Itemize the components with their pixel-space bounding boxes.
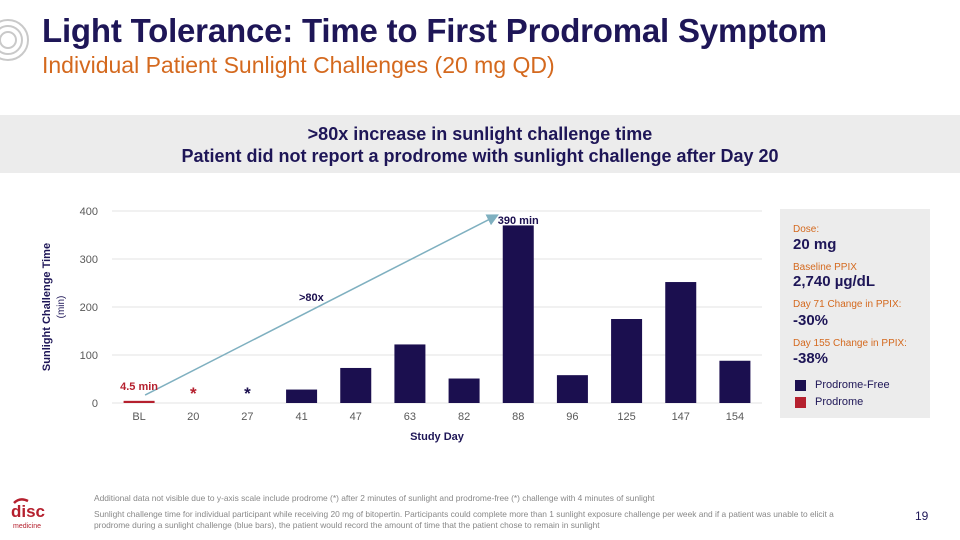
logo-tagline: medicine (13, 523, 41, 530)
increase-arrow (144, 214, 499, 396)
increase-label: >80x (299, 292, 325, 304)
x-tick-label: BL (132, 411, 145, 423)
legend-swatch-prodrome-free (795, 380, 806, 391)
y-tick-label: 300 (80, 254, 98, 266)
x-axis-title: Study Day (410, 431, 465, 443)
y-axis-title: Sunlight Challenge Time (41, 243, 53, 371)
x-tick-label: 125 (617, 411, 635, 423)
page-title: Light Tolerance: Time to First Prodromal… (42, 12, 827, 49)
corner-logo-icon (0, 19, 29, 61)
bar-47 (340, 367, 372, 403)
bar-147 (665, 282, 697, 403)
bar-125 (611, 319, 643, 403)
x-tick-label: 41 (295, 411, 307, 423)
x-tick-label: 147 (672, 411, 690, 423)
bar-63 (394, 344, 426, 403)
day155-label: Day 155 Change in PPIX: (793, 338, 907, 349)
x-tick-label: 82 (458, 411, 470, 423)
baseline-value-label: 4.5 min (120, 381, 158, 393)
x-tick-label: 63 (404, 411, 416, 423)
legend-label-prodrome: Prodrome (815, 396, 864, 408)
y-tick-label: 100 (80, 350, 98, 362)
x-tick-label: 154 (726, 411, 744, 423)
banner-line-2: Patient did not report a prodrome with s… (181, 146, 779, 166)
prodrome-bar-BL (123, 400, 155, 403)
disc-medicine-logo: disc medicine (11, 498, 45, 530)
bar-154 (719, 360, 751, 403)
bar-96 (556, 375, 588, 403)
baseline-ppix-value: 2,740 µg/dL (793, 273, 876, 290)
page-subtitle: Individual Patient Sunlight Challenges (… (42, 52, 555, 78)
baseline-ppix-label: Baseline PPIX (793, 262, 857, 273)
peak-value-label: 390 min (498, 215, 539, 227)
asterisk-marker: * (190, 384, 197, 403)
day155-value: -38% (793, 350, 829, 367)
footnote-1: Additional data not visible due to y-axi… (94, 493, 655, 503)
day71-value: -30% (793, 312, 829, 329)
dose-label: Dose: (793, 224, 820, 235)
bar-41 (286, 389, 318, 403)
y-tick-label: 200 (80, 302, 98, 314)
y-tick-label: 0 (92, 398, 98, 410)
bar-88 (502, 225, 534, 403)
asterisk-marker: * (244, 384, 251, 403)
x-tick-label: 88 (512, 411, 524, 423)
x-tick-label: 47 (350, 411, 362, 423)
x-tick-label: 27 (241, 411, 253, 423)
logo-word: disc (11, 502, 45, 521)
x-tick-label: 96 (566, 411, 578, 423)
banner-line-1: >80x increase in sunlight challenge time (307, 124, 653, 144)
x-tick-label: 20 (187, 411, 199, 423)
bar-82 (448, 378, 480, 403)
footnote-2: Sunlight challenge time for individual p… (94, 509, 834, 530)
legend-label-prodrome-free: Prodrome-Free (815, 379, 890, 391)
y-axis-unit: (min) (56, 296, 67, 319)
bar-chart: 0 100 200 300 400 BL 20 27 41 47 63 82 88 96 125 147 154… (41, 206, 762, 443)
key-message-banner: >80x increase in sunlight challenge time… (0, 115, 960, 173)
page-number: 19 (915, 509, 929, 523)
patient-info-panel: Dose: 20 mg Baseline PPIX 2,740 µg/dL Da… (780, 209, 930, 418)
dose-value: 20 mg (793, 236, 837, 253)
y-tick-label: 400 (80, 206, 98, 218)
day71-label: Day 71 Change in PPIX: (793, 299, 902, 310)
legend-swatch-prodrome (795, 397, 806, 408)
